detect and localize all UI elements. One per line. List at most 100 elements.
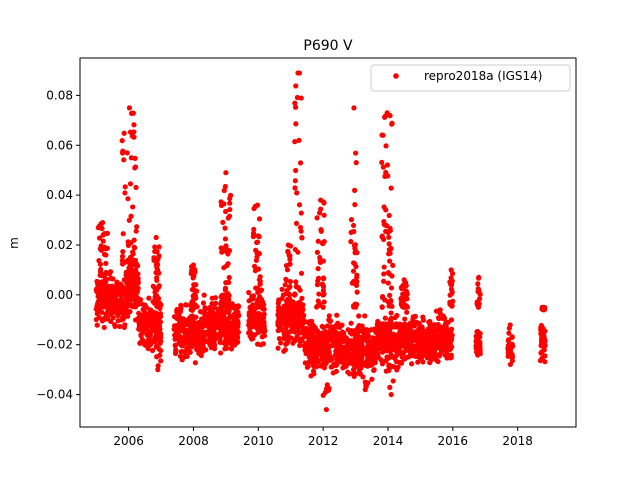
data-point xyxy=(140,329,146,335)
data-point xyxy=(184,353,190,359)
data-point xyxy=(287,278,294,285)
data-point xyxy=(382,114,388,120)
data-point xyxy=(195,339,202,345)
data-point xyxy=(356,313,362,319)
data-point xyxy=(125,196,131,202)
data-point xyxy=(390,378,396,384)
data-point xyxy=(420,359,426,365)
data-point xyxy=(474,301,480,307)
data-point xyxy=(145,345,151,352)
data-point xyxy=(305,339,311,345)
data-point xyxy=(258,316,264,323)
data-point xyxy=(234,327,240,333)
data-point xyxy=(335,357,341,363)
data-point xyxy=(345,369,351,375)
data-point xyxy=(380,332,387,338)
legend-entry-repro2018a: repro2018a (IGS14) xyxy=(424,69,542,83)
data-point xyxy=(134,224,140,230)
data-point xyxy=(314,304,320,310)
data-point xyxy=(285,296,291,302)
data-point xyxy=(96,235,103,241)
data-point xyxy=(249,336,255,342)
data-point xyxy=(311,363,317,369)
data-point xyxy=(120,249,126,255)
data-point xyxy=(477,350,483,357)
data-point xyxy=(221,311,227,318)
data-point xyxy=(320,287,327,294)
data-point xyxy=(96,258,102,264)
data-point xyxy=(310,353,317,359)
data-point xyxy=(221,187,227,194)
data-point xyxy=(293,83,299,89)
data-point xyxy=(448,267,454,273)
data-point xyxy=(388,285,395,291)
data-point xyxy=(380,236,387,242)
data-point xyxy=(254,202,261,208)
data-point xyxy=(254,239,260,246)
data-point xyxy=(151,313,157,319)
data-point xyxy=(254,319,260,325)
data-point xyxy=(250,230,257,236)
data-point xyxy=(234,335,241,341)
data-point xyxy=(223,170,229,176)
data-point xyxy=(103,276,110,282)
data-point xyxy=(359,323,365,329)
data-point xyxy=(101,324,107,331)
x-tick-label: 2010 xyxy=(243,434,274,448)
data-point xyxy=(132,165,138,171)
data-point xyxy=(294,94,301,101)
data-point xyxy=(158,348,164,354)
data-point xyxy=(539,341,545,347)
data-point xyxy=(358,365,364,371)
data-point xyxy=(433,342,439,348)
data-point xyxy=(351,105,357,111)
data-point xyxy=(278,326,284,332)
data-point xyxy=(253,312,259,318)
data-point xyxy=(173,347,179,353)
data-point xyxy=(285,290,292,297)
data-point xyxy=(326,313,332,319)
data-point xyxy=(122,190,128,196)
data-point xyxy=(107,304,113,310)
data-point xyxy=(151,317,157,323)
y-tick-label: −0.04 xyxy=(36,388,73,402)
data-point xyxy=(104,245,110,251)
data-point xyxy=(332,352,339,358)
data-point xyxy=(295,328,301,335)
data-point xyxy=(126,217,132,223)
data-point xyxy=(201,292,207,298)
data-point xyxy=(251,323,257,330)
data-point xyxy=(143,304,149,310)
data-point xyxy=(384,347,391,354)
data-point xyxy=(353,350,360,356)
data-point xyxy=(225,321,231,327)
data-point xyxy=(447,355,453,361)
data-point xyxy=(506,325,512,331)
data-point xyxy=(99,225,105,232)
data-point xyxy=(539,355,545,361)
data-point xyxy=(191,273,197,280)
data-point xyxy=(402,302,409,308)
data-point xyxy=(312,324,318,331)
data-point xyxy=(201,340,207,346)
data-point xyxy=(129,269,135,275)
data-point xyxy=(383,143,389,149)
chart-title: P690 V xyxy=(303,38,353,54)
data-point xyxy=(283,323,289,329)
data-point xyxy=(222,346,228,352)
data-point xyxy=(133,228,139,234)
data-point xyxy=(147,307,153,313)
data-point xyxy=(288,317,295,323)
data-point xyxy=(192,288,198,294)
data-point xyxy=(315,337,321,344)
data-point xyxy=(368,342,375,348)
data-point xyxy=(354,250,360,256)
data-point xyxy=(132,304,138,310)
data-point xyxy=(127,181,134,187)
data-point xyxy=(126,275,132,281)
data-point xyxy=(294,333,300,340)
data-point xyxy=(292,178,298,184)
data-point xyxy=(348,238,354,245)
x-tick-label: 2006 xyxy=(113,434,144,448)
